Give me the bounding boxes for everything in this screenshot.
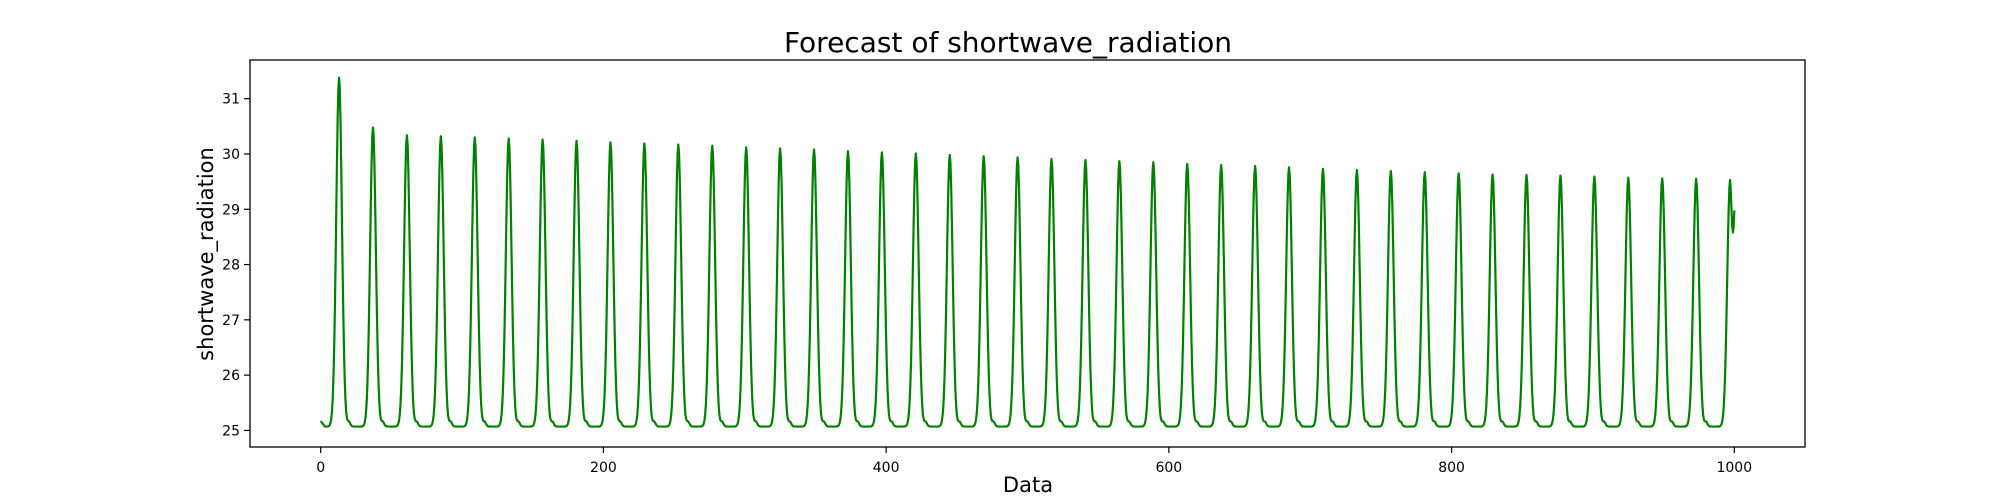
y-tick-label: 28 <box>222 258 240 274</box>
y-axis: 25 26 27 28 29 30 31 <box>222 92 250 439</box>
series-line <box>319 76 1736 428</box>
y-tick-label: 26 <box>222 368 240 384</box>
x-tick-label: 800 <box>1438 460 1465 476</box>
plot-frame <box>249 59 1806 448</box>
y-tick-label: 29 <box>222 202 240 218</box>
y-axis-label: shortwave_radiation <box>194 147 219 361</box>
y-tick-label: 27 <box>222 313 240 329</box>
x-tick-label: 400 <box>873 460 900 476</box>
x-axis-label: Data <box>1003 473 1053 497</box>
x-axis: 0 200 400 600 800 1000 <box>316 447 1752 476</box>
x-tick-label: 1000 <box>1716 460 1752 476</box>
x-tick-label: 0 <box>316 460 325 476</box>
y-tick-label: 25 <box>222 423 240 439</box>
y-tick-label: 31 <box>222 92 240 108</box>
plot-area: 0 200 400 600 800 1000 25 26 27 28 29 30 31 <box>222 59 1806 476</box>
y-tick-label: 30 <box>222 147 240 163</box>
x-tick-label: 200 <box>590 460 617 476</box>
chart-title: Forecast of shortwave_radiation <box>784 26 1232 59</box>
x-tick-label: 600 <box>1155 460 1182 476</box>
